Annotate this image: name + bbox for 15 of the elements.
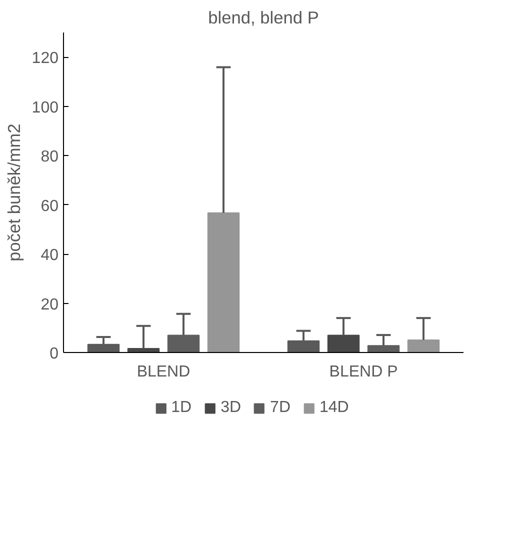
y-tick-label: 60 bbox=[40, 198, 59, 215]
x-tick-label: BLEND bbox=[136, 364, 190, 380]
chart-title: blend, blend P bbox=[208, 8, 319, 28]
y-axis-title: počet buněk/mm2 bbox=[4, 124, 24, 262]
y-tick-label: 120 bbox=[32, 50, 59, 68]
y-tick-label: 80 bbox=[40, 148, 59, 166]
legend-label: 14D bbox=[320, 399, 349, 417]
legend-label: 3D bbox=[220, 399, 242, 417]
y-tick-label: 20 bbox=[40, 296, 59, 314]
y-tick-label: 40 bbox=[40, 247, 59, 264]
legend-label: 1D bbox=[171, 399, 192, 417]
x-tick-label: BLEND P bbox=[329, 364, 398, 380]
y-tick-label: 0 bbox=[50, 346, 59, 362]
legend-label: 7D bbox=[270, 399, 290, 417]
y-tick-label: 100 bbox=[32, 99, 59, 116]
